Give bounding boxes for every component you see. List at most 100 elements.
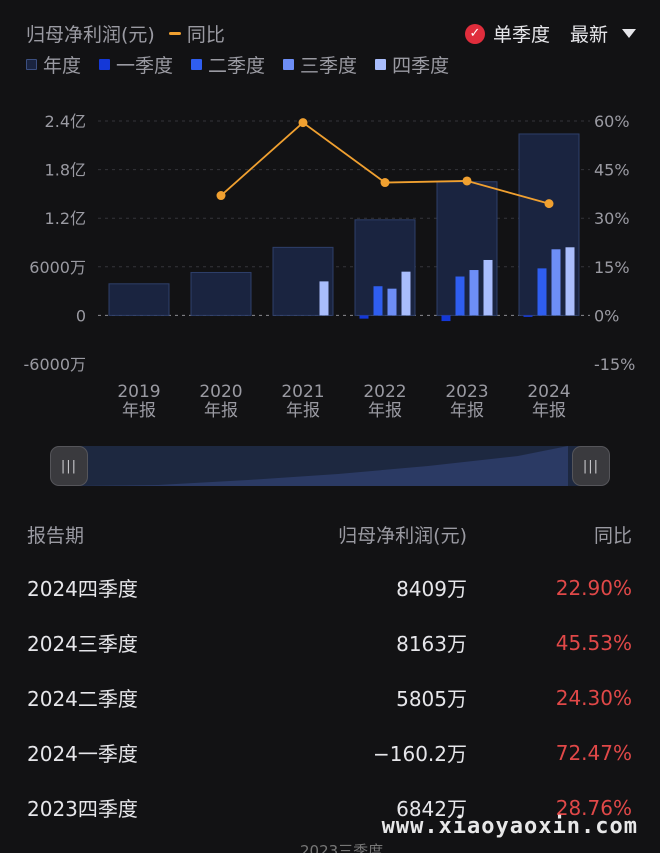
annual-swatch (26, 59, 37, 70)
quarter-bar (523, 315, 533, 317)
y-tick-left: 0 (76, 306, 86, 325)
x-tick-year: 2020 (199, 382, 242, 402)
sort-dropdown[interactable]: 最新 (570, 20, 636, 47)
cell-yoy: 24.30% (555, 685, 632, 710)
header-period[interactable]: 报告期 (27, 524, 85, 547)
table-row[interactable]: 2024三季度 8163万 45.53% (0, 615, 660, 670)
legend-q4-label: 四季度 (392, 55, 450, 77)
slider-handle-right[interactable]: ||| (572, 446, 610, 486)
legend-q3-label: 三季度 (300, 55, 358, 77)
legend-annual-label: 年度 (43, 55, 82, 77)
x-tick-year: 2021 (281, 382, 324, 402)
quarter-bar (565, 247, 575, 316)
cell-period: 2023四季度 (27, 797, 138, 821)
profit-chart[interactable]: 2.4亿 1.8亿 1.2亿 6000万 0 -6000万 60% 45% 30% 15% 0% -1… (0, 100, 660, 430)
cell-yoy: 22.90% (555, 575, 632, 600)
cell-period: 2024四季度 (27, 577, 138, 601)
q3-swatch (283, 59, 295, 70)
yoy-point (544, 199, 554, 209)
slider-minimap (68, 446, 568, 486)
cell-yoy: 72.47% (555, 740, 632, 765)
quarter-bar (469, 270, 479, 316)
sort-label: 最新 (569, 24, 608, 46)
cell-period: 2024二季度 (27, 687, 138, 711)
y-tick-left: 1.2亿 (45, 209, 86, 228)
legend-q1-label: 一季度 (116, 55, 174, 77)
yoy-line (220, 121, 550, 205)
watermark: www.xiaoyaoxin.com (381, 814, 638, 839)
slider-track (68, 446, 592, 486)
x-tick-year: 2023 (445, 382, 488, 402)
table-row[interactable]: 2024二季度 5805万 24.30% (0, 670, 660, 725)
x-tick-type: 年报 (450, 401, 484, 421)
x-tick-type: 年报 (532, 401, 566, 421)
yoy-point (462, 176, 472, 186)
table-header: 报告期 归母净利润(元) 同比 (0, 508, 660, 560)
table-row[interactable]: 2024四季度 8409万 22.90% (0, 560, 660, 615)
single-quarter-label: 单季度 (492, 24, 550, 46)
range-slider[interactable]: ||| ||| (50, 446, 610, 486)
quarter-bar (387, 288, 397, 316)
cell-profit: −160.2万 (372, 742, 467, 766)
x-tick-type: 年报 (286, 401, 320, 421)
q2-swatch (191, 59, 203, 70)
x-tick-type: 年报 (204, 401, 238, 421)
quarter-bar (401, 271, 411, 316)
header-yoy[interactable]: 同比 (593, 524, 632, 547)
y-tick-right: -15% (594, 355, 635, 374)
y-tick-right: 60% (594, 112, 630, 131)
legend-profit: 归母净利润(元) (26, 24, 155, 46)
cell-period: 2024三季度 (27, 632, 138, 656)
y-tick-right: 45% (594, 161, 630, 180)
yoy-point (298, 118, 308, 128)
annual-bar (190, 271, 252, 316)
y-tick-right: 0% (594, 306, 619, 325)
cell-profit: 8163万 (396, 632, 467, 656)
q1-swatch (99, 59, 111, 70)
chart-legend-series: 年度 一季度 二季度 三季度 四季度 (26, 51, 449, 78)
cell-yoy: 45.53% (555, 630, 632, 655)
legend-annual[interactable]: 年度 (26, 51, 81, 78)
chart-controls: ✓ 单季度 最新 (464, 20, 636, 47)
y-tick-right: 15% (594, 258, 630, 277)
quarter-bar (455, 276, 465, 316)
legend-q1[interactable]: 一季度 (99, 51, 173, 78)
x-tick-type: 年报 (122, 401, 156, 421)
x-tick-year: 2022 (363, 382, 406, 402)
slider-handle-left[interactable]: ||| (50, 446, 88, 486)
y-tick-left: 2.4亿 (45, 112, 86, 131)
chart-legend-top: 归母净利润(元) 同比 (26, 20, 225, 47)
quarter-bar (537, 268, 547, 316)
caret-down-icon (622, 29, 636, 38)
single-quarter-toggle[interactable]: ✓ 单季度 (464, 20, 550, 47)
legend-q2[interactable]: 二季度 (191, 51, 265, 78)
header-profit[interactable]: 归母净利润(元) (338, 524, 467, 547)
quarter-bar (359, 315, 369, 319)
x-tick-year: 2019 (117, 382, 160, 402)
legend-yoy[interactable]: 同比 (168, 20, 225, 47)
annual-bar (108, 283, 170, 316)
minimap-area (68, 446, 568, 486)
cell-profit: 6842万 (396, 797, 467, 821)
partial-next-row: 2023三季度 (300, 842, 384, 853)
cell-profit: 8409万 (396, 577, 467, 601)
yoy-point (216, 191, 226, 201)
table-row[interactable]: 2024一季度 −160.2万 72.47% (0, 725, 660, 780)
legend-q2-label: 二季度 (208, 55, 266, 77)
legend-q4[interactable]: 四季度 (375, 51, 449, 78)
quarter-bar (551, 249, 561, 316)
cell-period: 2024一季度 (27, 742, 138, 766)
q4-swatch (375, 59, 387, 70)
cell-yoy: 28.76% (555, 795, 632, 820)
quarter-bar (319, 281, 329, 316)
quarter-bar (483, 259, 493, 316)
legend-yoy-label: 同比 (186, 24, 225, 46)
quarter-bar (441, 315, 451, 322)
quarter-bar (373, 286, 383, 316)
check-icon: ✓ (464, 23, 485, 44)
table-row[interactable]: 2023四季度 6842万 28.76% (0, 780, 660, 835)
y-tick-right: 30% (594, 209, 630, 228)
y-tick-left: 6000万 (29, 258, 86, 277)
x-tick-type: 年报 (368, 401, 402, 421)
legend-q3[interactable]: 三季度 (283, 51, 357, 78)
